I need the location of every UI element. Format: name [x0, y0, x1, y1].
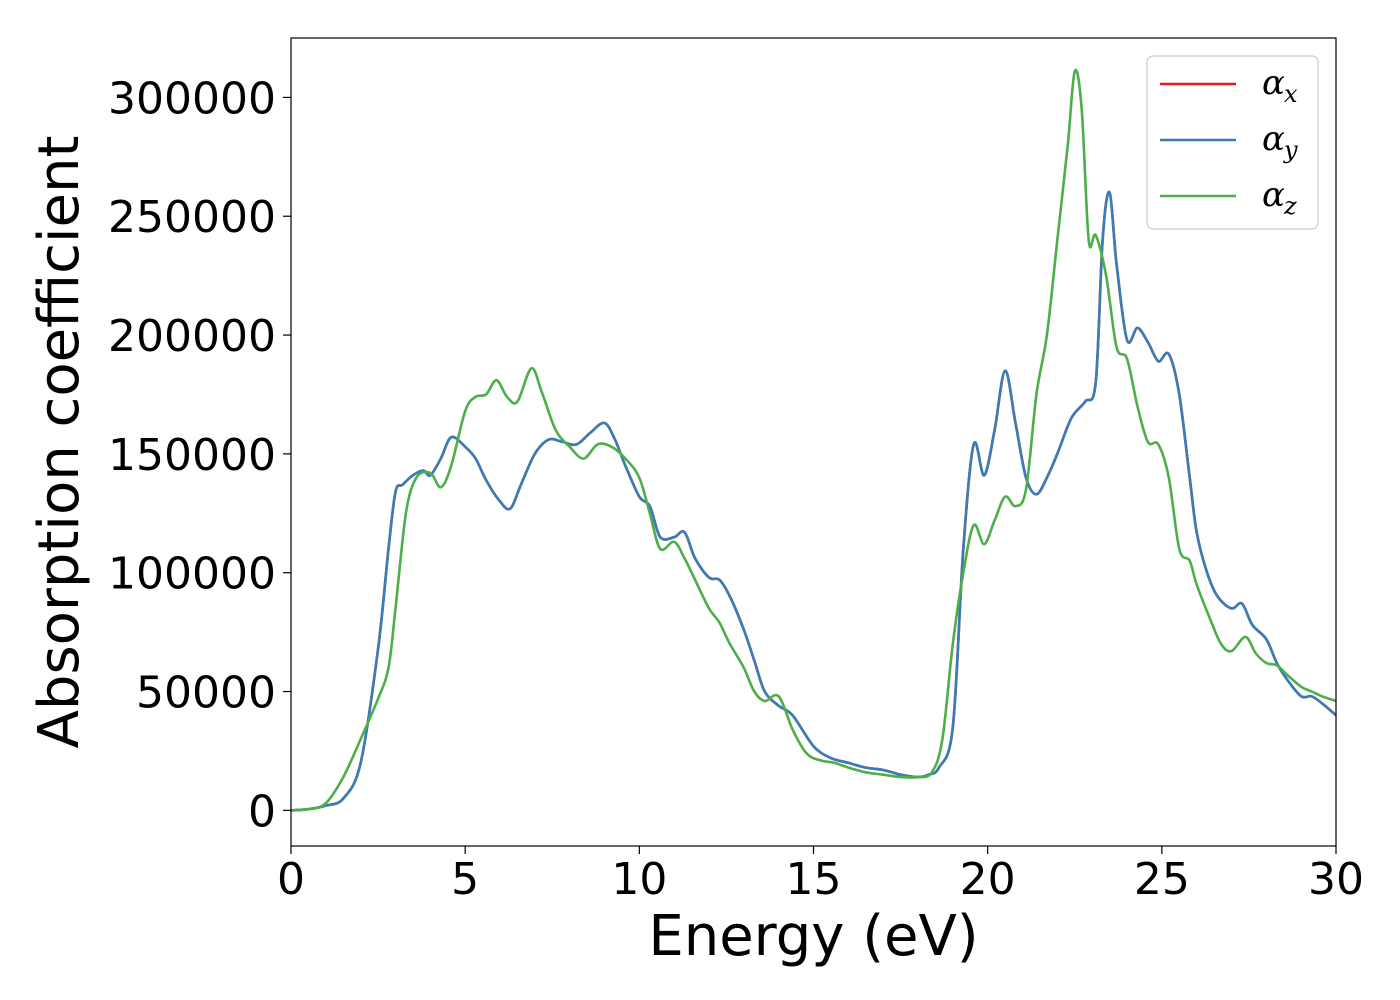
legend: α xα yα z	[1146, 55, 1319, 230]
series-line-y	[290, 190, 1337, 812]
legend-label-x: α	[1262, 63, 1285, 103]
y-tick-label: 100000	[108, 549, 276, 600]
legend-subscript-z: z	[1283, 192, 1297, 220]
y-tick-label: 300000	[108, 73, 276, 124]
x-tick-label: 10	[611, 854, 667, 905]
y-axis-title: Absorption coefficient	[27, 136, 92, 749]
x-tick-label: 30	[1308, 854, 1364, 905]
x-tick-label: 20	[960, 854, 1016, 905]
y-axis-ticks: 0 50000 100000 150000 200000 250000 300000	[108, 73, 291, 837]
x-tick-label: 25	[1134, 854, 1190, 905]
y-tick-label: 200000	[108, 311, 276, 362]
y-tick-label: 0	[248, 786, 276, 837]
legend-label-y: α	[1262, 119, 1285, 159]
legend-label-z: α	[1262, 175, 1285, 215]
legend-box	[1146, 55, 1319, 230]
y-tick-label: 250000	[108, 192, 276, 243]
x-tick-label: 5	[451, 854, 479, 905]
series-layer	[290, 68, 1337, 812]
legend-subscript-y: y	[1283, 136, 1298, 164]
x-tick-label: 15	[786, 854, 842, 905]
y-tick-label: 150000	[108, 430, 276, 481]
x-axis-ticks: 0 5 10 15 20 25 30	[277, 846, 1364, 905]
x-tick-label: 0	[277, 854, 305, 905]
x-axis-title: Energy (eV)	[648, 904, 978, 969]
series-line-z	[290, 68, 1337, 812]
legend-subscript-x: x	[1284, 80, 1298, 108]
y-tick-label: 50000	[136, 668, 276, 719]
